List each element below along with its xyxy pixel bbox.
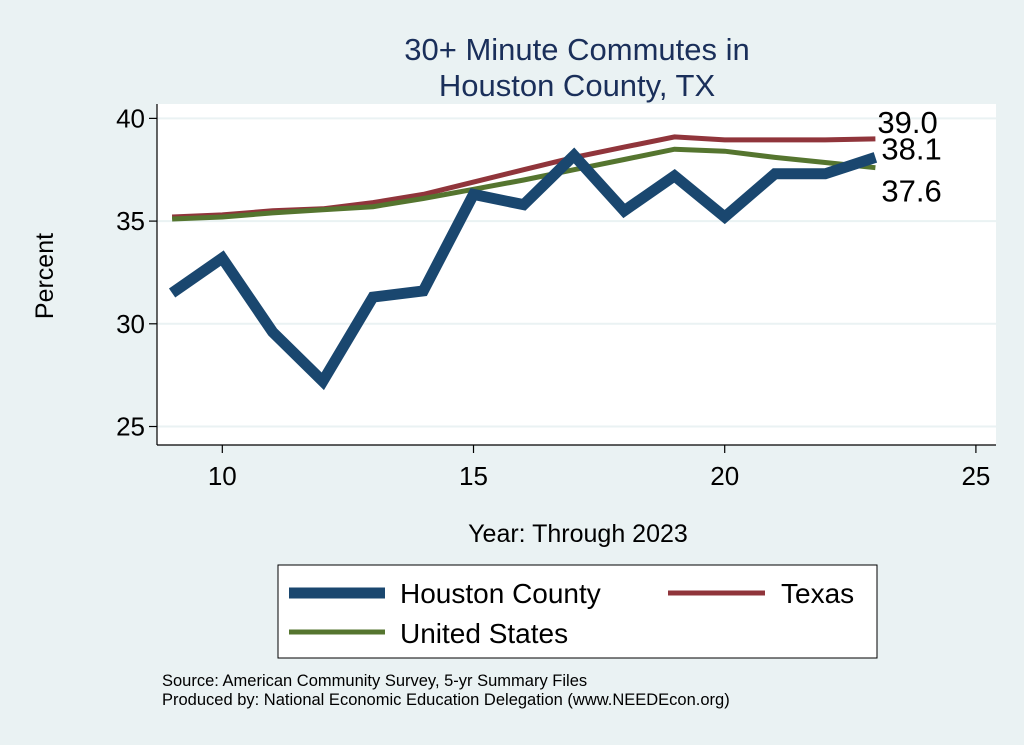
- chart-title-line-2: Houston County, TX: [439, 68, 716, 103]
- producer-note: Produced by: National Economic Education…: [162, 691, 730, 709]
- end-label-texas: 39.0: [877, 105, 937, 140]
- y-tick-label-35: 35: [116, 206, 145, 236]
- x-tick-label-10: 10: [208, 461, 237, 491]
- source-note: Source: American Community Survey, 5-yr …: [162, 672, 588, 690]
- legend-box: [277, 564, 878, 659]
- y-tick-label-40: 40: [116, 103, 145, 133]
- x-tick-label-20: 20: [710, 461, 739, 491]
- series-line-united-states: [172, 146, 876, 222]
- x-axis-label: Year: Through 2023: [468, 520, 688, 548]
- end-label-houston-county: 38.1: [881, 131, 941, 166]
- y-axis-label: Percent: [31, 233, 59, 319]
- legend: Houston County Texas United States: [277, 564, 878, 659]
- x-tick-label-25: 25: [961, 461, 990, 491]
- end-labels: 38.139.0 37.6: [877, 105, 941, 209]
- legend-label-houston-county: Houston County: [400, 578, 601, 609]
- axes: 25 30 35 40 10 15 20 25: [116, 103, 996, 491]
- x-tick-label-15: 15: [459, 461, 488, 491]
- y-tick-label-25: 25: [116, 412, 145, 442]
- series-line-houston-county: [168, 147, 878, 391]
- y-tick-label-30: 30: [116, 309, 145, 339]
- end-label-united-states: 37.6: [881, 174, 941, 209]
- gridlines: [157, 117, 996, 428]
- chart-title-line-1: 30+ Minute Commutes in: [404, 32, 749, 67]
- series-lines: [168, 134, 878, 391]
- legend-label-united-states: United States: [400, 618, 568, 649]
- legend-label-texas: Texas: [781, 578, 854, 609]
